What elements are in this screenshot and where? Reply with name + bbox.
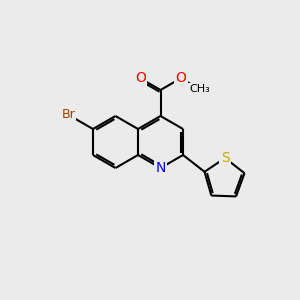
- Text: O: O: [135, 71, 146, 85]
- Text: O: O: [175, 71, 186, 85]
- Text: N: N: [155, 161, 166, 175]
- Text: Br: Br: [61, 108, 75, 121]
- Text: S: S: [220, 151, 230, 165]
- Text: CH₃: CH₃: [190, 84, 210, 94]
